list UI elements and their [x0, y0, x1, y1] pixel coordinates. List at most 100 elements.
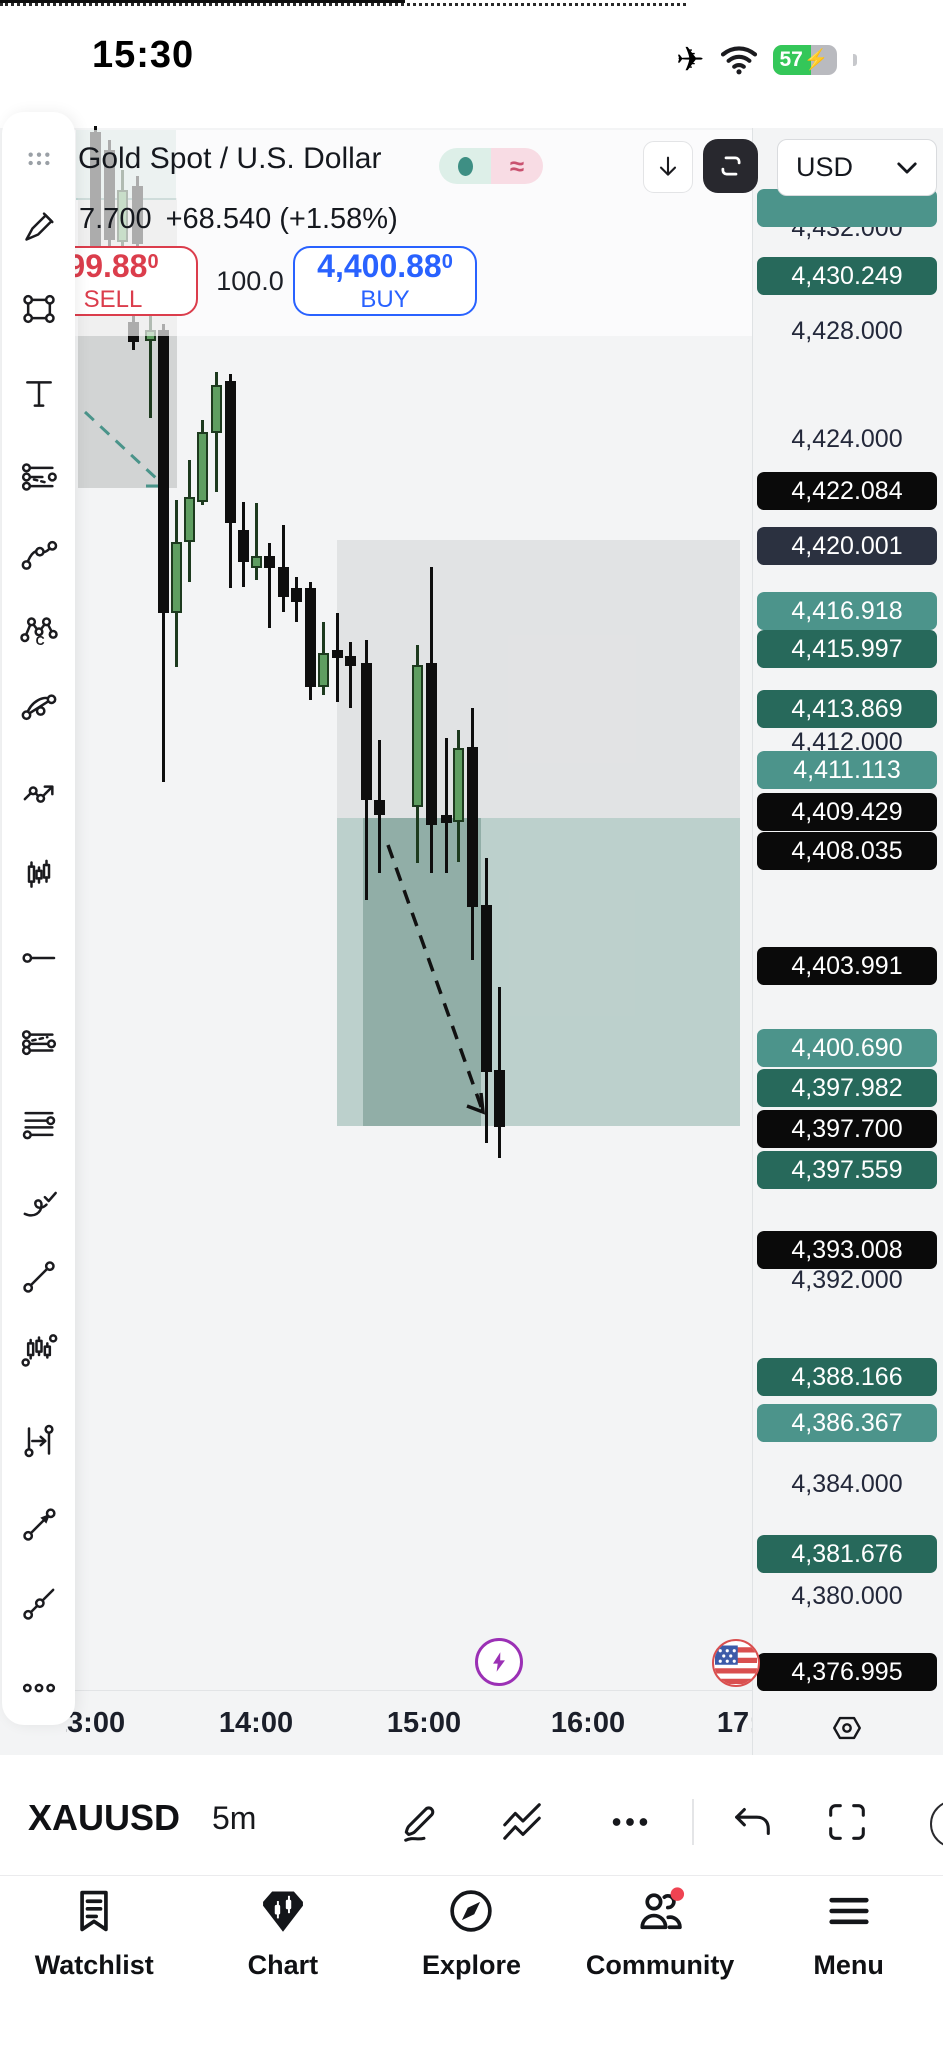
price-label: 4,397.559 [757, 1151, 937, 1189]
disjoint-channel-icon[interactable] [17, 1021, 61, 1065]
last-price: 7.700 [79, 203, 152, 235]
time-axis-label: 14:00 [218, 1707, 294, 1739]
price-label: 4,415.997 [757, 630, 937, 668]
nav-label: Menu [813, 1950, 884, 1980]
toolbar-divider [692, 1799, 694, 1845]
price-scale[interactable]: 4,432.000 4,430.249 4,428.000 4,424.000 4,42… [752, 128, 943, 1755]
status-time: 15:30 [92, 34, 195, 76]
sell-label: SELL [83, 285, 143, 313]
time-axis[interactable]: 13:00 14:00 15:00 16:00 17:00 [66, 1690, 752, 1755]
curve-icon[interactable] [17, 533, 61, 577]
price-label: 4,420.001 [757, 527, 937, 565]
price-label: 4,386.367 [757, 1404, 937, 1442]
channel-lines-icon[interactable] [17, 455, 61, 499]
trend-line-icon[interactable] [17, 1255, 61, 1299]
price-label: 4,416.918 [757, 592, 937, 630]
price-label: 4,380.000 [791, 1582, 903, 1610]
chart-style-toggle[interactable]: ≈ [439, 148, 543, 184]
price-label: 4,384.000 [791, 1470, 903, 1498]
nav-community[interactable]: Community [566, 1876, 755, 2048]
undo-button[interactable] [726, 1796, 778, 1848]
nav-explore[interactable]: Explore [377, 1876, 566, 2048]
xabcd-pattern-icon[interactable]: C [17, 609, 61, 653]
text-icon[interactable] [17, 372, 61, 416]
price-label: 4,424.000 [791, 425, 903, 453]
more-options-icon[interactable] [17, 1666, 61, 1710]
indicators-button[interactable] [496, 1796, 548, 1848]
buy-button[interactable]: 4,400.880 BUY [293, 246, 477, 316]
rectangle-icon[interactable] [17, 287, 61, 331]
drag-handle-icon[interactable] [17, 136, 61, 180]
price-label: 4,381.676 [757, 1535, 937, 1573]
screenshot-button[interactable] [703, 139, 758, 193]
bars-pattern-icon[interactable] [17, 1328, 61, 1372]
fib-retracement-icon[interactable] [17, 1102, 61, 1146]
horizontal-ray-icon[interactable] [17, 936, 61, 980]
trend-zigzag-icon[interactable] [17, 773, 61, 817]
price-label: 4,422.084 [757, 472, 937, 510]
battery-percent: 57 [779, 48, 803, 71]
currency-selector[interactable]: USD [777, 139, 937, 196]
time-axis-label: 13:00 [66, 1707, 126, 1739]
charging-bolt-icon: ⚡ [803, 49, 829, 71]
price-scale-settings-icon[interactable] [827, 1708, 867, 1748]
battery-tip [852, 54, 857, 66]
price-label: 4,428.000 [791, 317, 903, 345]
price-label: 4,397.700 [757, 1110, 937, 1148]
chevron-down-icon [897, 162, 917, 173]
menu-icon [823, 1885, 875, 1942]
current-price-line[interactable] [0, 2, 686, 6]
explore-icon [445, 1885, 497, 1942]
price-label: 4,393.008 [757, 1231, 937, 1269]
date-range-icon[interactable] [17, 1419, 61, 1463]
nav-label: Explore [421, 1950, 521, 1980]
approx-toggle-icon[interactable]: ≈ [491, 148, 543, 184]
nav-chart[interactable]: Chart [189, 1876, 378, 2048]
current-symbol[interactable]: XAUUSD [28, 1797, 181, 1838]
price-label: 4,397.982 [757, 1069, 937, 1107]
last-price-row: 7.700 +68.540 (+1.58%) [79, 203, 398, 236]
nav-label: Chart [247, 1950, 319, 1980]
more-tools-button[interactable] [604, 1796, 656, 1848]
us-flag-badge[interactable] [712, 1639, 760, 1687]
community-icon [634, 1885, 686, 1942]
nav-watchlist[interactable]: Watchlist [0, 1876, 189, 2048]
status-icons: ✈ 57 ⚡ [676, 40, 857, 80]
price-label: 4,411.113 [757, 751, 937, 789]
ray-icon[interactable] [17, 1582, 61, 1626]
price-label: 4,430.249 [757, 257, 937, 295]
symbol-picker: ATOMUS1D ETHUSD15m [0, 1755, 943, 1875]
price-label: 4,392.000 [791, 1266, 903, 1294]
symbol-title[interactable]: Gold Spot / U.S. Dollar [78, 142, 382, 175]
arc-icon[interactable] [17, 684, 61, 728]
wifi-icon [720, 46, 757, 75]
price-change: +68.540 (+1.58%) [165, 203, 398, 235]
price-label: 4,413.869 [757, 690, 937, 728]
spread-value: 100.0 [216, 266, 284, 296]
entry-line[interactable] [0, 0, 405, 3]
lightning-badge[interactable] [475, 1638, 523, 1686]
watchlist-icon [68, 1885, 120, 1942]
time-axis-label: 16:00 [550, 1707, 626, 1739]
cycle-icon[interactable] [17, 1181, 61, 1225]
price-label: 4,376.995 [757, 1653, 937, 1691]
nav-label: Community [585, 1950, 735, 1980]
price-label: 4,408.035 [757, 832, 937, 870]
time-axis-label: 17:00 [716, 1707, 752, 1739]
candlesticks-icon[interactable] [17, 853, 61, 897]
nav-menu[interactable]: Menu [754, 1876, 943, 2048]
draw-tool-button[interactable] [396, 1796, 448, 1848]
svg-text:C: C [35, 634, 44, 648]
price-label: 4,400.690 [757, 1029, 937, 1067]
download-button[interactable] [643, 141, 693, 193]
price-label: 4,388.166 [757, 1358, 937, 1396]
arrow-marker-icon[interactable] [17, 1503, 61, 1547]
current-interval[interactable]: 5m [212, 1800, 257, 1836]
time-axis-label: 15:00 [386, 1707, 462, 1739]
fullscreen-button[interactable] [821, 1796, 873, 1848]
brush-icon[interactable] [17, 205, 61, 249]
candles-toggle-icon[interactable] [439, 148, 491, 184]
bottom-nav: Watchlist Chart Explore Community Menu [0, 1875, 943, 2048]
airplane-mode-icon: ✈ [676, 41, 705, 79]
